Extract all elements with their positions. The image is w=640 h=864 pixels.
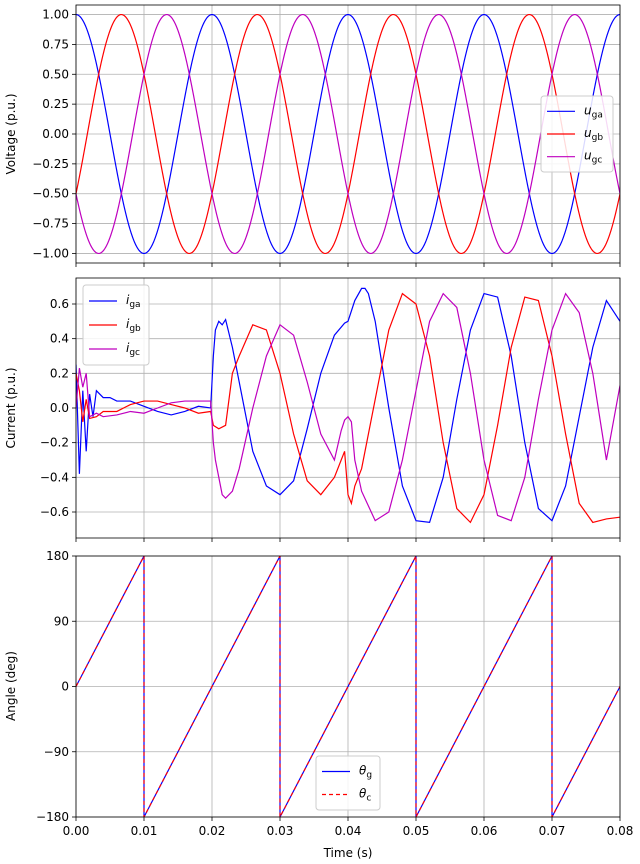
angle-yticks: 180 90 0 −90 −180: [36, 549, 76, 824]
x-tick-label: 0.08: [607, 824, 634, 838]
x-tick-label: 0.06: [471, 824, 498, 838]
y-tick-label: 0: [61, 680, 69, 694]
angle-legend-box: [315, 755, 381, 811]
angle-ylabel: Angle (deg): [4, 651, 18, 721]
y-tick-label: 0.25: [42, 97, 69, 111]
y-tick-label: −0.6: [40, 505, 69, 519]
angle-series-g: [76, 556, 620, 817]
current-legend: iga igb igc: [82, 284, 150, 366]
x-tick-label: 0.02: [199, 824, 226, 838]
y-tick-label: −180: [36, 810, 69, 824]
x-tick-label: 0.01: [131, 824, 158, 838]
y-tick-label: 0.4: [50, 332, 69, 346]
voltage-legend-box: [540, 95, 614, 173]
y-tick-label: −1.00: [32, 246, 69, 260]
y-tick-label: 0.00: [42, 127, 69, 141]
y-tick-label: −0.2: [40, 436, 69, 450]
legend-label-g: θg: [359, 764, 372, 781]
current-xticks: [75, 538, 621, 542]
current-grid: [75, 278, 621, 538]
angle-series: [76, 556, 620, 817]
y-tick-label: 0.50: [42, 67, 69, 81]
current-yticks: 0.6 0.4 0.2 0.0 −0.2 −0.4 −0.6: [40, 297, 76, 519]
legend-label-gb: ugb: [584, 126, 603, 143]
voltage-grid: [75, 5, 621, 263]
x-tick-label: 0.05: [403, 824, 430, 838]
voltage-series: [76, 13, 620, 255]
angle-xticks: 0.00 0.01 0.02 0.03 0.04 0.05 0.06 0.07 0.08: [63, 817, 634, 838]
legend-label-gb: igb: [126, 317, 141, 334]
current-series-ga: [76, 287, 620, 524]
x-tick-label: 0.03: [267, 824, 294, 838]
x-tick-label: 0.07: [539, 824, 566, 838]
legend-label-gc: ugc: [584, 149, 602, 166]
legend-label-ga: uga: [584, 103, 603, 120]
voltage-ylabel: Voltage (p.u.): [4, 93, 18, 174]
voltage-yticks: 1.00 0.75 0.50 0.25 0.00 −0.25 −0.50 −0.75 −1.00: [32, 8, 76, 260]
voltage-series-gc: [76, 13, 620, 255]
current-series-gc: [76, 292, 620, 522]
voltage-legend: uga ugb ugc: [540, 95, 614, 173]
current-series-gb: [76, 292, 620, 524]
y-tick-label: −0.50: [32, 187, 69, 201]
y-tick-label: 0.6: [50, 297, 69, 311]
y-tick-label: 0.2: [50, 366, 69, 380]
angle-legend: θg θc: [315, 755, 381, 811]
current-series: [76, 287, 620, 524]
voltage-panel: 1.00 0.75 0.50 0.25 0.00 −0.25 −0.50 −0.75 −1.00…: [4, 4, 621, 267]
y-tick-label: 0.75: [42, 37, 69, 51]
y-tick-label: −90: [44, 745, 69, 759]
voltage-xticks: [75, 263, 621, 267]
y-tick-label: 1.00: [42, 8, 69, 22]
x-tick-label: 0.04: [335, 824, 362, 838]
legend-label-gc: igc: [126, 341, 140, 358]
current-panel: 0.60.40.20.0−0.2−0.4−0.6 Current (p.u.) …: [4, 277, 621, 542]
y-tick-label: 180: [46, 549, 69, 563]
y-tick-label: −0.25: [32, 157, 69, 171]
y-tick-label: 90: [54, 614, 69, 628]
legend-label-c: θc: [359, 787, 371, 804]
x-tick-label: 0.00: [63, 824, 90, 838]
y-tick-label: 0.0: [50, 401, 69, 415]
y-tick-label: −0.4: [40, 470, 69, 484]
legend-label-ga: iga: [126, 293, 141, 310]
y-tick-label: −0.75: [32, 217, 69, 231]
angle-xlabel: Time (s): [323, 846, 373, 860]
current-ylabel: Current (p.u.): [4, 367, 18, 448]
